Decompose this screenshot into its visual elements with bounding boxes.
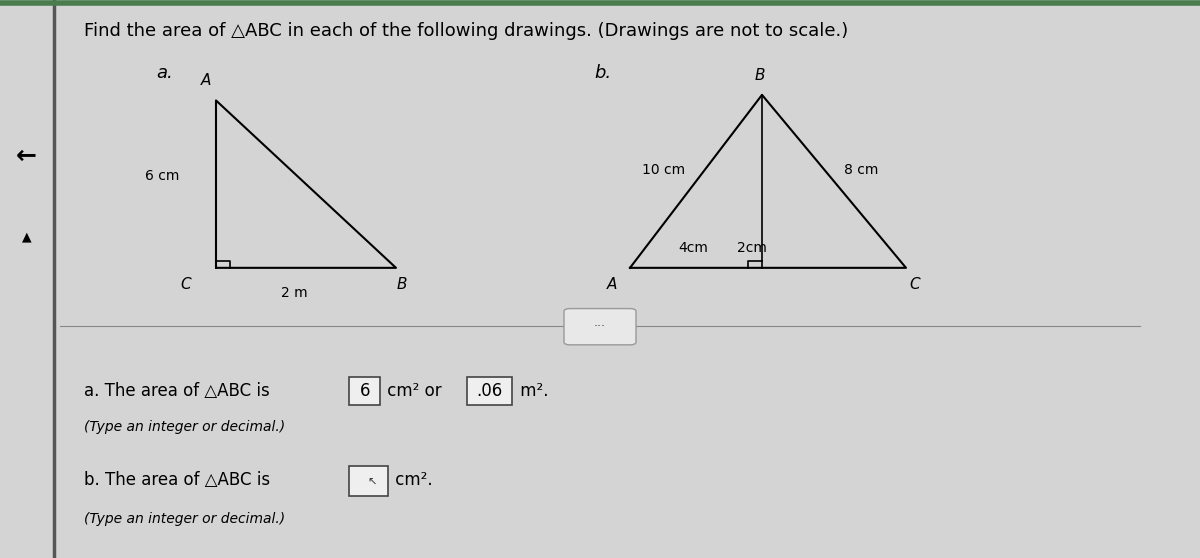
Text: 6 cm: 6 cm — [145, 169, 179, 183]
Text: m².: m². — [515, 382, 548, 400]
FancyBboxPatch shape — [349, 377, 380, 405]
Text: 8 cm: 8 cm — [845, 163, 878, 177]
Text: a.: a. — [156, 64, 173, 82]
Text: ···: ··· — [594, 320, 606, 333]
Text: cm² or: cm² or — [382, 382, 446, 400]
Text: b. The area of △ABC is: b. The area of △ABC is — [84, 471, 275, 489]
Text: 2cm: 2cm — [738, 241, 767, 256]
Text: 10 cm: 10 cm — [642, 163, 685, 177]
Text: A: A — [202, 74, 211, 88]
Text: B: B — [755, 68, 764, 83]
FancyBboxPatch shape — [564, 309, 636, 345]
Text: ▲: ▲ — [22, 230, 31, 244]
Text: a. The area of △ABC is: a. The area of △ABC is — [84, 382, 275, 400]
Text: B: B — [397, 277, 407, 292]
FancyBboxPatch shape — [349, 466, 388, 496]
Text: ←: ← — [16, 144, 37, 169]
Text: C: C — [181, 277, 191, 292]
Text: (Type an integer or decimal.): (Type an integer or decimal.) — [84, 512, 286, 526]
Text: A: A — [607, 277, 617, 292]
Text: b.: b. — [594, 64, 611, 82]
Text: 2 m: 2 m — [281, 286, 307, 300]
FancyBboxPatch shape — [467, 377, 512, 405]
Text: ↖: ↖ — [367, 478, 377, 488]
Text: .06: .06 — [476, 382, 503, 400]
Text: 4cm: 4cm — [679, 241, 708, 256]
Text: cm².: cm². — [390, 471, 433, 489]
Text: Find the area of △ABC in each of the following drawings. (Drawings are not to sc: Find the area of △ABC in each of the fol… — [84, 22, 848, 40]
Text: C: C — [910, 277, 919, 292]
Text: 6: 6 — [360, 382, 370, 400]
Text: (Type an integer or decimal.): (Type an integer or decimal.) — [84, 420, 286, 434]
